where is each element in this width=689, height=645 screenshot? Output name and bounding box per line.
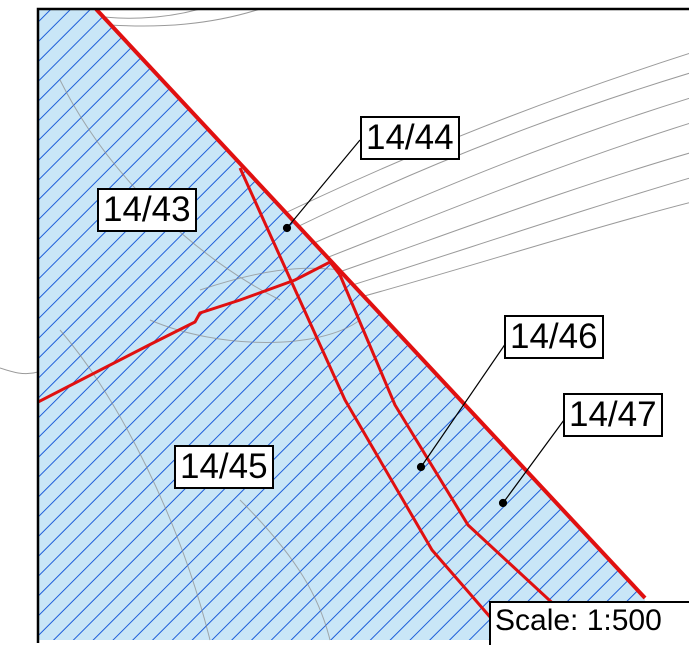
parcel-label-14-44: 14/44 xyxy=(360,116,460,160)
parcel-label-14-47: 14/47 xyxy=(563,393,663,437)
scale-label: Scale: 1:500 xyxy=(489,601,689,645)
map-frame xyxy=(36,7,689,643)
outer-contours xyxy=(0,367,39,375)
parcel-label-14-46: 14/46 xyxy=(504,315,604,359)
parcel-label-14-45: 14/45 xyxy=(174,445,274,489)
parcel-label-14-43: 14/43 xyxy=(97,188,197,232)
leader-lines xyxy=(282,139,565,508)
